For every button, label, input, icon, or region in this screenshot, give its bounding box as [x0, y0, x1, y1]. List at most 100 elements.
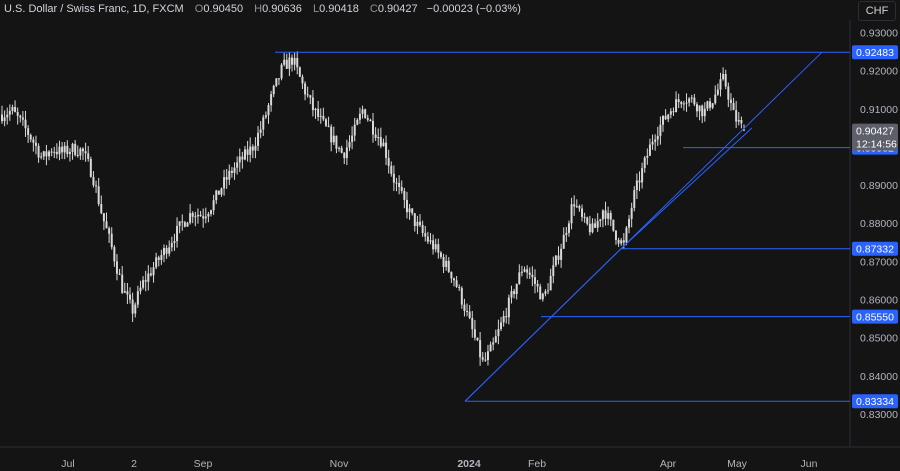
candle-body: [165, 247, 168, 254]
candle-body: [358, 113, 361, 120]
candle-body: [199, 214, 202, 217]
candle-body: [497, 329, 500, 337]
candle-body: [324, 119, 327, 126]
candle-body: [565, 232, 568, 235]
candle-body: [115, 261, 118, 274]
candle-body: [722, 74, 725, 80]
chart-header: U.S. Dollar / Swiss Franc, 1D, FXCM O0.9…: [4, 3, 521, 15]
candle-body: [139, 287, 142, 292]
candle-body: [212, 200, 215, 211]
candle-body: [724, 74, 727, 87]
candle-body: [374, 134, 377, 138]
candle-body: [507, 297, 510, 318]
candle-body: [693, 97, 696, 105]
candle-body: [372, 121, 374, 135]
candle-body: [210, 210, 213, 214]
candle-body: [591, 223, 594, 233]
candle-body: [654, 139, 657, 142]
candle-body: [557, 255, 560, 260]
candle-body: [84, 151, 87, 154]
candle-body: [729, 99, 732, 103]
candle-body: [264, 115, 267, 118]
candle-body: [651, 141, 654, 145]
candle-body: [690, 97, 693, 99]
candle-body: [656, 135, 659, 140]
candle-body: [186, 222, 189, 227]
candle-body: [144, 280, 147, 282]
candle-body: [259, 129, 262, 133]
candle-body: [364, 109, 367, 118]
candle-body: [513, 291, 516, 295]
candle-body: [445, 260, 448, 268]
candle-body: [460, 288, 463, 305]
candle-body: [424, 233, 427, 237]
candle-body: [366, 117, 369, 120]
candle-body: [293, 57, 296, 65]
candle-body: [327, 125, 330, 127]
candle-body: [42, 151, 45, 157]
candle-body: [16, 111, 19, 116]
candle-body: [202, 216, 205, 219]
candle-body: [87, 153, 90, 159]
candle-body: [215, 190, 218, 201]
candle-body: [48, 151, 51, 157]
candle-body: [149, 273, 152, 276]
candle-body: [518, 272, 521, 284]
candle-body: [680, 102, 683, 105]
last-price-value: 0.90427: [856, 126, 894, 138]
candle-body: [492, 342, 495, 345]
candle-body: [547, 290, 550, 292]
candle-body: [405, 199, 408, 213]
level-label-bg: [852, 394, 898, 409]
candle-body: [387, 157, 390, 166]
candle-body: [11, 107, 14, 111]
candle-body: [14, 107, 17, 112]
candle-body: [100, 204, 103, 214]
candle-body: [426, 236, 429, 242]
candle-body: [113, 247, 116, 262]
level-label-bg: [852, 309, 898, 324]
candle-body: [356, 119, 359, 125]
candle-body: [332, 135, 335, 143]
candle-body: [238, 156, 241, 163]
x-tick-label: Apr: [660, 458, 677, 470]
candle-body: [625, 227, 628, 243]
candle-body: [552, 265, 555, 276]
close-value: 0.90427: [377, 3, 418, 15]
candle-body: [322, 115, 325, 120]
candle-body: [353, 124, 356, 136]
candle-body: [479, 340, 482, 358]
candle-body: [262, 117, 265, 130]
candle-body: [737, 119, 740, 122]
candle-body: [309, 95, 312, 98]
x-tick-label: May: [727, 458, 748, 470]
candle-body: [586, 217, 589, 224]
candle-body: [638, 180, 641, 183]
time-axis: Jun Jul 2 Sep Nov 2024 Feb Apr May Jun: [0, 446, 900, 470]
candle-body: [622, 240, 625, 243]
candle-body: [131, 299, 134, 314]
candle-body: [413, 213, 416, 227]
candle-body: [236, 162, 239, 168]
x-tick-label: 2: [131, 458, 137, 470]
candle-body: [155, 257, 158, 268]
candle-body: [408, 208, 411, 213]
candle-body: [635, 180, 638, 191]
candle-body: [291, 57, 294, 65]
candle-body: [735, 110, 738, 122]
candle-body: [58, 146, 61, 155]
trendlines: [464, 51, 823, 402]
currency-button[interactable]: CHF: [858, 1, 896, 21]
candle-body: [709, 101, 712, 108]
candle-body: [45, 151, 48, 157]
low-value: 0.90418: [319, 3, 359, 15]
candle-body: [403, 190, 406, 200]
candle-body: [160, 255, 163, 261]
candle-body: [706, 101, 709, 109]
open-label: O: [194, 3, 204, 15]
candle-body: [34, 142, 37, 146]
candle-body: [379, 137, 382, 147]
candle-body: [194, 216, 197, 218]
candle-body: [554, 255, 557, 266]
